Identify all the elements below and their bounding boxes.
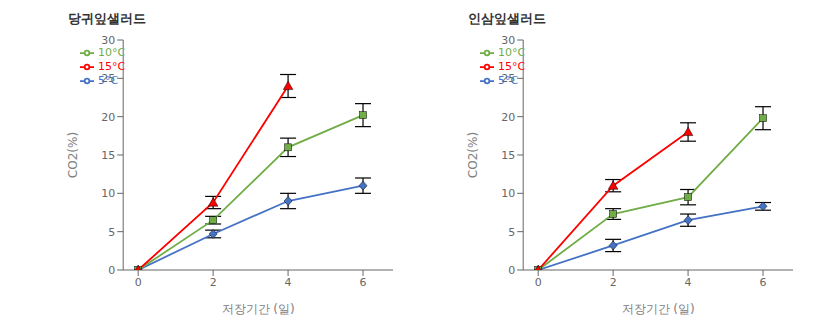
svg-text:0: 0 [108, 264, 115, 277]
svg-text:6: 6 [360, 276, 367, 289]
svg-text:5: 5 [108, 226, 115, 239]
svg-text:20: 20 [101, 111, 115, 124]
svg-text:6: 6 [760, 276, 767, 289]
svg-text:4: 4 [285, 276, 292, 289]
svg-text:25: 25 [101, 72, 115, 85]
svg-text:0: 0 [535, 276, 542, 289]
svg-text:30: 30 [101, 34, 115, 47]
svg-text:2: 2 [610, 276, 617, 289]
svg-text:2: 2 [210, 276, 217, 289]
svg-text:25: 25 [501, 72, 515, 85]
svg-text:CO2(%): CO2(%) [66, 132, 80, 178]
svg-text:저장기간 (일): 저장기간 (일) [222, 302, 295, 316]
svg-text:20: 20 [501, 111, 515, 124]
svg-text:0: 0 [135, 276, 142, 289]
svg-text:CO2(%): CO2(%) [466, 132, 480, 178]
svg-text:0: 0 [508, 264, 515, 277]
svg-text:저장기간 (일): 저장기간 (일) [622, 302, 695, 316]
svg-text:30: 30 [501, 34, 515, 47]
svg-text:10: 10 [501, 187, 515, 200]
svg-text:15: 15 [101, 149, 115, 162]
svg-text:15: 15 [501, 149, 515, 162]
svg-text:4: 4 [685, 276, 692, 289]
svg-text:10: 10 [101, 187, 115, 200]
svg-text:5: 5 [508, 226, 515, 239]
